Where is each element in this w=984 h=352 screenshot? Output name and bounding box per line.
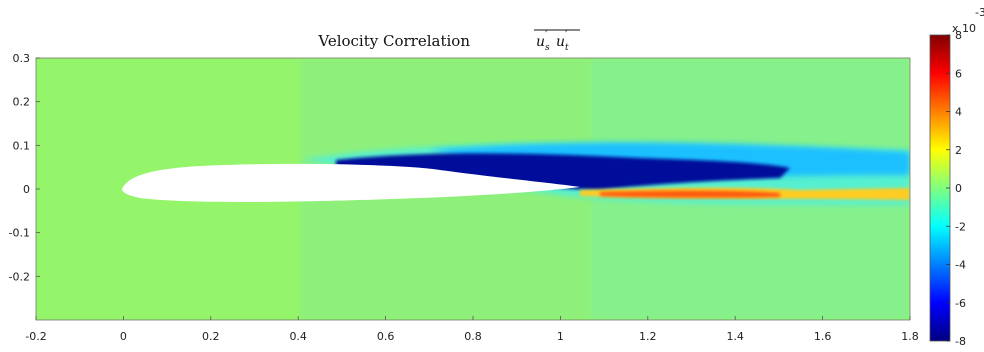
- y-tick-label: 0: [23, 183, 30, 196]
- x-tick-label: 1: [557, 330, 564, 343]
- title-expr-prime-left: ′: [545, 30, 548, 41]
- colorbar-tick-label: 0: [955, 182, 962, 195]
- x-tick-label: 1.4: [726, 330, 744, 343]
- colorbar-exponent: -3: [975, 6, 984, 19]
- wake-strip-peak: [600, 190, 780, 198]
- x-tick-label: 0.2: [202, 330, 220, 343]
- title-expr-base-left: u: [536, 34, 545, 50]
- wake-band-strong-negative: [336, 153, 790, 190]
- colorbar-tick-label: 6: [955, 67, 962, 80]
- title-expr-sub-left: s: [545, 43, 550, 53]
- title-expr-sub-right: t: [565, 43, 569, 53]
- colorbar-tick-label: -2: [955, 220, 966, 233]
- plot-area: [36, 58, 910, 320]
- colorbar-ticks: 8 6 4 2 0 -2 -4 -6 -8: [946, 29, 966, 348]
- title-expr-prime-right: ′: [565, 30, 568, 41]
- x-tick-label: 1.6: [814, 330, 832, 343]
- x-axis: -0.2 0 0.2 0.4 0.6 0.8 1 1.2 1.4 1.6 1.8: [25, 316, 919, 343]
- y-tick-label: -0.1: [9, 227, 30, 240]
- x-tick-label: -0.2: [25, 330, 46, 343]
- y-tick-label: 0.3: [13, 52, 31, 65]
- x-tick-label: 1.2: [639, 330, 657, 343]
- colorbar: x 10 -3 8 6 4 2 0 -2 -4 -6 -8: [929, 6, 984, 348]
- y-tick-label: -0.2: [9, 270, 30, 283]
- colorbar-tick-label: -8: [955, 335, 966, 348]
- x-tick-label: 0.6: [377, 330, 395, 343]
- colorbar-tick-label: 2: [955, 144, 962, 157]
- colorbar-tick-label: 4: [955, 106, 962, 119]
- colorbar-tick-label: -4: [955, 259, 966, 272]
- y-axis: 0.3 0.2 0.1 0 -0.1 -0.2: [9, 52, 40, 283]
- x-tick-label: 0.8: [464, 330, 482, 343]
- x-tick-label: 0.4: [289, 330, 307, 343]
- airfoil-shape: [122, 163, 580, 202]
- colorbar-tick-label: 8: [955, 29, 962, 42]
- y-tick-label: 0.2: [13, 96, 31, 109]
- x-tick-label: 1.8: [901, 330, 919, 343]
- x-tick-label: 0: [120, 330, 127, 343]
- title-expression: u ′ s u ′ t: [534, 29, 580, 53]
- colorbar-multiplier: x 10: [952, 22, 976, 35]
- title-expr-base-right: u: [556, 34, 565, 50]
- chart-title: Velocity Correlation: [317, 32, 470, 50]
- colorbar-tick-label: -6: [955, 297, 966, 310]
- y-tick-label: 0.1: [13, 139, 31, 152]
